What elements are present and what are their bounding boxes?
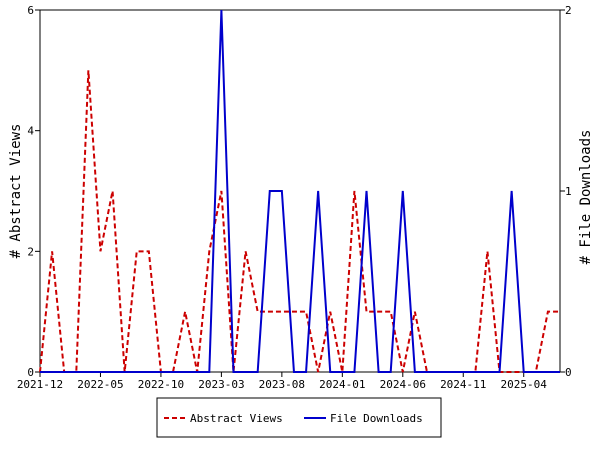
series-layer xyxy=(39,9,560,373)
right-axis-ticks: 0 1 2 xyxy=(560,4,572,379)
right-tick-label: 1 xyxy=(565,185,572,198)
plot-area xyxy=(39,9,561,373)
x-tick-label: 2024-01 xyxy=(319,378,365,391)
left-axis-title: # Abstract Views xyxy=(8,124,24,259)
x-tick-label: 2021-12 xyxy=(17,378,63,391)
left-tick-label: 0 xyxy=(27,366,34,379)
left-tick-label: 2 xyxy=(27,245,34,258)
x-tick-label: 2025-04 xyxy=(501,378,548,391)
series-line-file-downloads xyxy=(40,9,560,373)
left-axis-ticks: 0 2 4 6 xyxy=(27,4,40,379)
right-axis-title: # File Downloads xyxy=(578,130,594,265)
right-tick-label: 2 xyxy=(565,4,572,17)
x-tick-label: 2023-08 xyxy=(259,378,305,391)
right-tick-label: 0 xyxy=(565,366,572,379)
x-tick-label: 2023-03 xyxy=(198,378,244,391)
legend: Abstract Views File Downloads xyxy=(156,397,442,438)
legend-label-abstract-views: Abstract Views xyxy=(190,412,283,425)
x-tick-label: 2024-11 xyxy=(440,378,486,391)
x-tick-label: 2022-10 xyxy=(138,378,184,391)
x-tick-label: 2024-06 xyxy=(380,378,426,391)
left-tick-label: 4 xyxy=(27,125,34,138)
legend-box xyxy=(156,397,442,438)
x-tick-label: 2022-05 xyxy=(77,378,123,391)
x-axis-ticks: 2021-12 2022-05 2022-10 2023-03 2023-08 2024-… xyxy=(17,372,547,391)
left-tick-label: 6 xyxy=(27,4,34,17)
legend-label-file-downloads: File Downloads xyxy=(330,412,423,425)
